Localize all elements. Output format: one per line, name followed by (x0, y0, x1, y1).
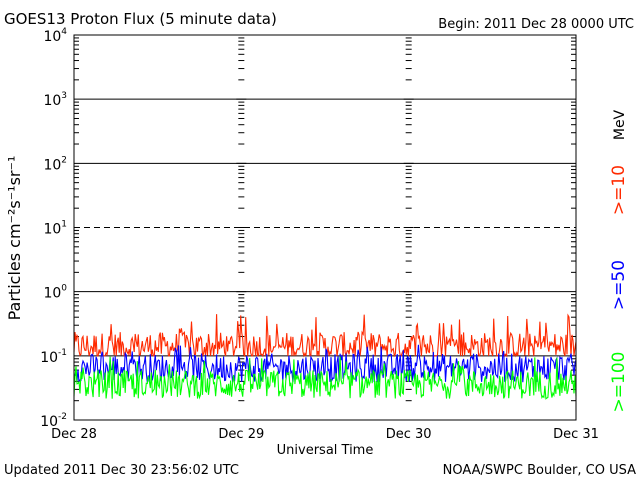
series-line-0 (73, 313, 577, 358)
legend-series-ge50: >=50 (609, 260, 629, 310)
x-tick-label-3: Dec 31 (553, 427, 599, 442)
y-tick-label-5: 10-1 (40, 348, 67, 366)
y-tick-label-0: 104 (43, 27, 67, 45)
series-line-1 (73, 344, 577, 383)
y-tick-label-3: 101 (43, 220, 67, 238)
y-tick-label-2: 102 (43, 155, 67, 173)
x-tick-label-2: Dec 30 (386, 427, 432, 442)
credit-label: NOAA/SWPC Boulder, CO USA (443, 463, 636, 478)
y-tick-label-6: 10-2 (40, 412, 67, 430)
x-tick-label-0: Dec 28 (51, 427, 97, 442)
chart-title: GOES13 Proton Flux (5 minute data) (4, 10, 277, 28)
y-tick-label-1: 103 (43, 91, 67, 109)
begin-label: Begin: 2011 Dec 28 0000 UTC (438, 17, 634, 32)
series-layer (73, 313, 577, 400)
legend-series-ge10: >=10 (609, 165, 629, 215)
updated-timestamp: Updated 2011 Dec 30 23:56:02 UTC (4, 463, 239, 478)
y-tick-label-4: 100 (43, 284, 67, 302)
y-tick-labels: 104 103 102 101 100 10-1 10-2 (40, 27, 67, 430)
y-axis-label: Particles cm⁻²s⁻¹sr⁻¹ (5, 156, 24, 321)
plot-frame (73, 34, 577, 421)
x-tick-label-1: Dec 29 (218, 427, 264, 442)
x-tick-labels: Dec 28 Dec 29 Dec 30 Dec 31 (51, 427, 599, 442)
legend-series-ge100: >=100 (609, 352, 629, 413)
series-line-2 (73, 356, 577, 400)
legend-unit-label: MeV (612, 109, 628, 140)
x-axis-label: Universal Time (277, 443, 374, 458)
